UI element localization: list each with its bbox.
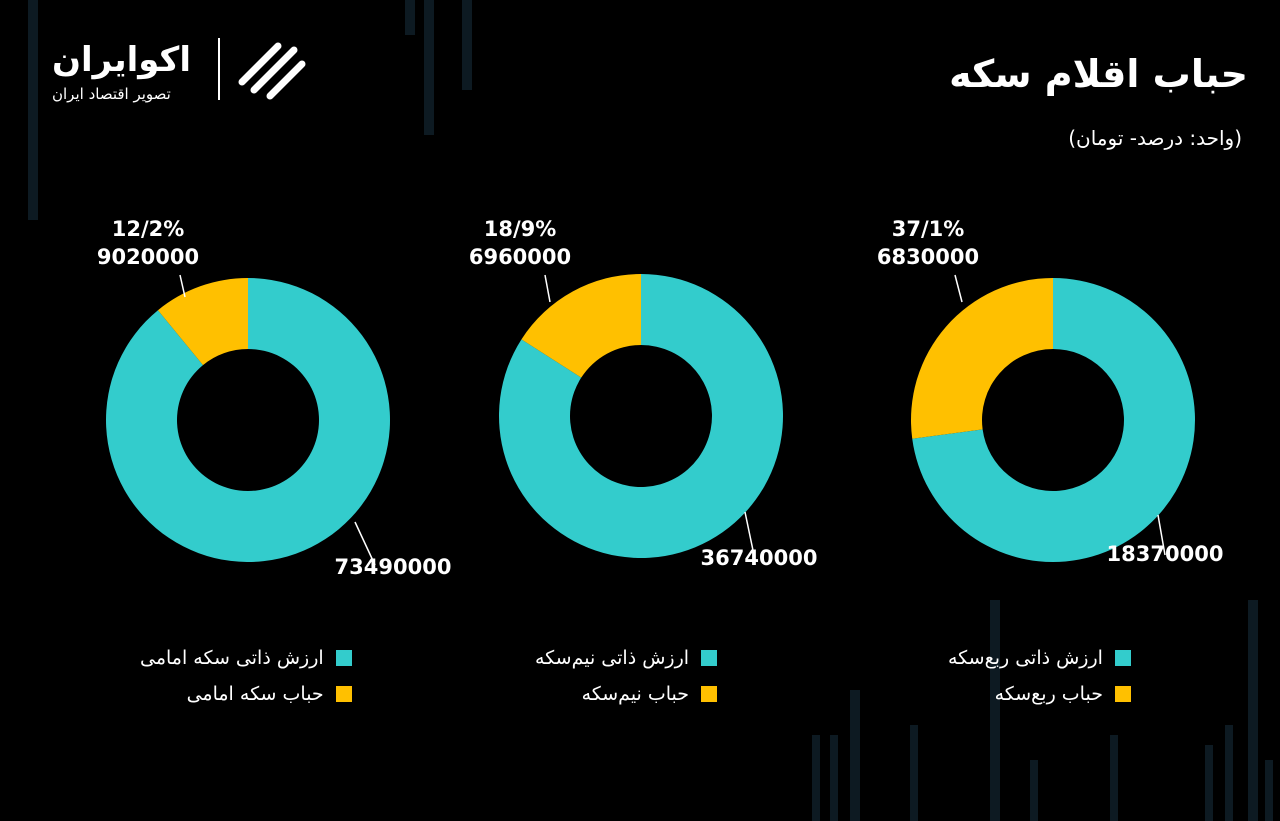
- leader-line-intrinsic: [354, 521, 376, 566]
- data-label-bubble-percent: 37/1%: [892, 217, 965, 241]
- data-label-bubble-value: 6960000: [469, 245, 571, 269]
- slice-intrinsic: [912, 278, 1196, 563]
- data-label-intrinsic: 18370000: [1107, 542, 1224, 566]
- slice-intrinsic: [106, 278, 391, 562]
- legend-label: ارزش ذاتی ربع‌سکه: [948, 647, 1103, 669]
- legend-swatch-bubble: [1114, 686, 1131, 702]
- brand-logo: اکوایران تصویر اقتصاد ایران: [40, 30, 330, 110]
- logo-divider: [218, 38, 220, 100]
- page-title: حباب اقلام سکه: [949, 52, 1248, 96]
- legend-swatch-intrinsic: [1114, 650, 1131, 666]
- slice-intrinsic: [499, 274, 784, 558]
- leader-line-intrinsic: [744, 511, 756, 561]
- slice-bubble: [157, 278, 248, 366]
- legend-label: حباب سکه امامی: [186, 683, 324, 705]
- data-label-intrinsic: 36740000: [701, 546, 818, 570]
- legend-item: ارزش ذاتی ربع‌سکه: [948, 640, 1131, 676]
- legend-swatch-intrinsic: [701, 650, 718, 666]
- leader-line-bubble: [544, 274, 551, 303]
- legend-chart-2: ارزش ذاتی نیم‌سکه حباب نیم‌سکه: [535, 640, 718, 712]
- legend-chart-1: ارزش ذاتی سکه امامی حباب سکه امامی: [140, 640, 352, 712]
- leader-line-intrinsic: [1157, 514, 1166, 556]
- leader-line-bubble: [179, 274, 186, 298]
- legend-item: ارزش ذاتی سکه امامی: [140, 640, 352, 676]
- data-label-intrinsic: 73490000: [335, 555, 452, 579]
- legend-chart-3: ارزش ذاتی ربع‌سکه حباب ربع‌سکه: [948, 640, 1131, 712]
- legend-item: ارزش ذاتی نیم‌سکه: [535, 640, 718, 676]
- brand-name: اکوایران: [52, 40, 191, 80]
- data-label-bubble-percent: 12/2%: [112, 217, 185, 241]
- legend-label: ارزش ذاتی نیم‌سکه: [535, 647, 690, 669]
- legend-swatch-bubble: [701, 686, 718, 702]
- slice-bubble: [521, 274, 641, 378]
- brand-mark-icon: [238, 42, 306, 100]
- legend-item: حباب نیم‌سکه: [535, 676, 718, 712]
- legend-swatch-intrinsic: [335, 650, 352, 666]
- legend-item: حباب ربع‌سکه: [948, 676, 1131, 712]
- legend-swatch-bubble: [335, 686, 352, 702]
- data-label-bubble-percent: 18/9%: [484, 217, 557, 241]
- legend-item: حباب سکه امامی: [140, 676, 352, 712]
- data-label-bubble-value: 6830000: [877, 245, 979, 269]
- data-label-bubble-value: 9020000: [97, 245, 199, 269]
- slice-bubble: [910, 278, 1053, 439]
- brand-tagline: تصویر اقتصاد ایران: [52, 85, 171, 103]
- leader-line-bubble: [954, 274, 963, 303]
- legend-label: حباب نیم‌سکه: [581, 683, 690, 705]
- legend-label: ارزش ذاتی سکه امامی: [140, 647, 324, 669]
- legend-label: حباب ربع‌سکه: [994, 683, 1103, 705]
- page-subtitle: (واحد: درصد- تومان): [1068, 126, 1242, 150]
